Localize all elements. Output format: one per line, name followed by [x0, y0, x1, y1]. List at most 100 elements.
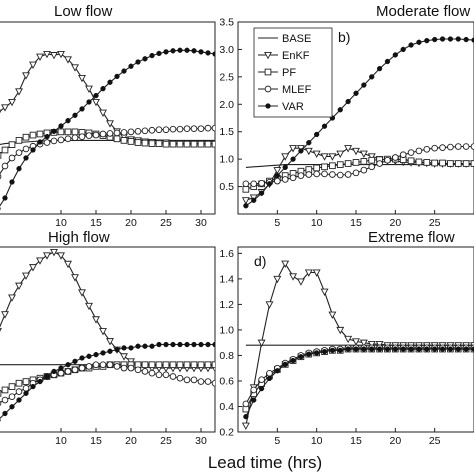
legend-marker-enkf — [264, 51, 272, 60]
point-pf — [352, 159, 360, 166]
point-var — [205, 341, 211, 348]
point-pf — [141, 361, 149, 369]
point-var — [298, 354, 304, 360]
point-var — [100, 350, 106, 356]
point-mlef — [1, 396, 9, 404]
series-group — [241, 260, 474, 430]
point-var — [16, 397, 22, 403]
point-mlef — [92, 131, 100, 139]
point-var — [30, 383, 36, 390]
point-var — [353, 90, 359, 96]
point-mlef — [415, 147, 423, 155]
point-var — [23, 390, 29, 396]
point-mlef — [197, 378, 205, 385]
point-enkf — [359, 339, 368, 347]
point-enkf — [273, 167, 282, 175]
point-enkf — [120, 353, 128, 361]
point-mlef — [71, 134, 79, 142]
point-var — [156, 50, 162, 57]
point-var — [345, 346, 351, 352]
point-var — [384, 58, 391, 65]
point-var — [400, 46, 406, 53]
point-pf — [313, 164, 320, 172]
point-pf — [113, 135, 121, 143]
x-tick-label: 15 — [350, 217, 362, 229]
point-var — [86, 99, 92, 105]
point-var — [384, 346, 391, 352]
point-var — [177, 341, 183, 348]
point-var — [86, 353, 92, 359]
point-pf — [148, 140, 156, 147]
point-enkf — [50, 249, 58, 257]
point-enkf — [0, 109, 2, 114]
point-var — [170, 341, 176, 348]
point-enkf — [367, 340, 376, 349]
point-mlef — [141, 127, 149, 135]
panel-title: Extreme flow — [368, 229, 455, 246]
point-enkf — [99, 328, 107, 336]
plot-frame — [0, 21, 216, 215]
point-var — [424, 38, 430, 44]
point-mlef — [368, 163, 376, 171]
point-pf — [336, 161, 344, 168]
point-enkf — [359, 150, 368, 158]
point-enkf — [320, 153, 329, 161]
point-var — [51, 368, 57, 375]
y-tick-label: 3.0 — [219, 44, 234, 56]
point-mlef — [176, 374, 184, 382]
point-mlef — [155, 371, 163, 379]
point-mlef — [176, 125, 184, 133]
point-mlef — [190, 125, 198, 132]
point-pf — [190, 140, 198, 148]
point-mlef — [169, 373, 177, 380]
point-pf — [407, 157, 415, 165]
point-pf — [197, 140, 205, 148]
point-pf — [360, 158, 368, 165]
point-enkf — [71, 64, 79, 72]
legend: BASE EnKF PF MLEF VAR — [253, 27, 333, 118]
point-mlef — [454, 143, 462, 150]
point-enkf — [92, 316, 100, 324]
point-var — [149, 343, 155, 349]
point-enkf — [304, 147, 313, 156]
point-var — [243, 203, 249, 209]
point-mlef — [289, 174, 297, 182]
point-mlef — [258, 179, 265, 187]
point-enkf — [367, 153, 376, 161]
point-var — [376, 65, 383, 72]
point-mlef — [447, 143, 454, 151]
x-tick-label: 25 — [160, 435, 172, 447]
point-var — [114, 346, 120, 353]
point-var — [306, 351, 312, 357]
point-var — [321, 348, 328, 355]
point-var — [416, 39, 422, 45]
x-tick-label: 15 — [90, 435, 102, 447]
panels-group: Low flow 10 15 20 25 30 Moderate flow b) 5 10 15 20… — [0, 3, 474, 447]
point-var — [251, 197, 257, 203]
point-var — [392, 52, 398, 58]
point-var — [156, 341, 162, 348]
point-mlef — [190, 376, 198, 384]
point-var — [205, 50, 211, 56]
point-var — [121, 68, 127, 74]
point-var — [149, 52, 155, 59]
point-mlef — [134, 128, 142, 135]
series-line-mlef — [245, 347, 474, 405]
point-pf — [22, 133, 30, 141]
point-enkf — [241, 197, 250, 205]
point-var — [128, 345, 134, 351]
point-var — [198, 49, 204, 55]
point-var — [121, 345, 127, 351]
point-mlef — [250, 386, 258, 394]
point-var — [266, 375, 273, 382]
point-enkf — [15, 282, 23, 290]
point-pf — [329, 162, 336, 170]
point-var — [191, 341, 197, 348]
point-mlef — [352, 169, 360, 177]
point-mlef — [204, 124, 212, 132]
point-var — [337, 107, 343, 113]
series-line-var — [245, 348, 474, 417]
legend-marker-mlef — [264, 85, 272, 93]
point-enkf — [352, 147, 360, 156]
